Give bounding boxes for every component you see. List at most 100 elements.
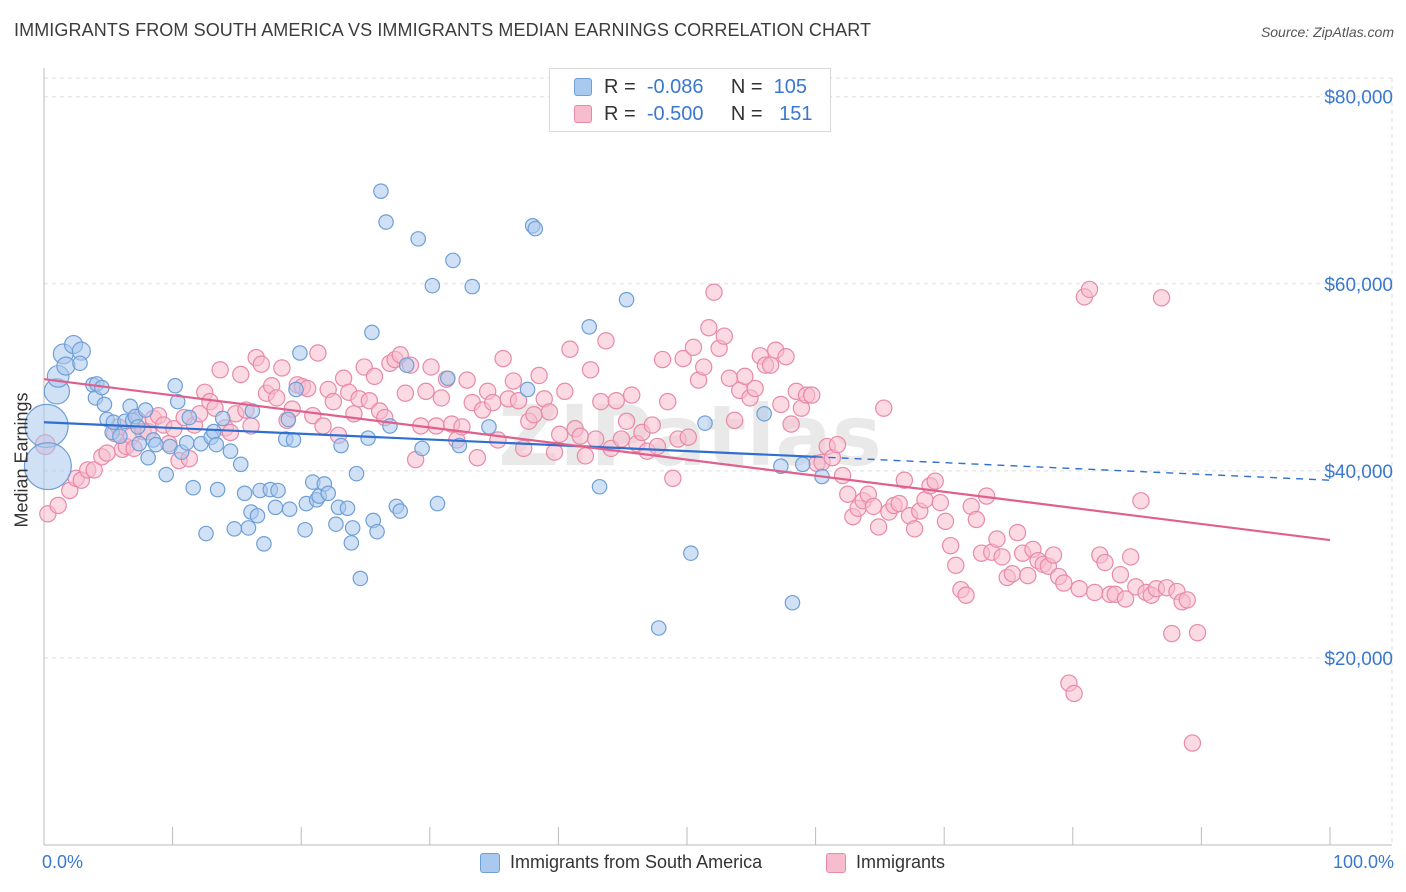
data-point-immigrants <box>988 530 1006 548</box>
series-immigrants <box>34 280 1207 752</box>
legend-n-label: N = <box>730 75 763 98</box>
data-point-immigrants <box>309 344 327 362</box>
y-tick-label: $40,000 <box>1324 462 1393 483</box>
data-point-immigrants <box>653 350 672 369</box>
data-point-south-america <box>697 415 713 431</box>
data-point-south-america <box>292 345 308 361</box>
data-point-south-america <box>56 356 76 376</box>
data-point-immigrants <box>324 392 343 411</box>
data-point-immigrants <box>268 389 286 407</box>
data-point-immigrants <box>679 428 697 446</box>
data-point-immigrants <box>49 496 67 515</box>
data-point-south-america <box>222 443 239 460</box>
data-point-immigrants <box>1044 546 1063 564</box>
data-point-south-america <box>360 430 376 446</box>
data-point-immigrants <box>1080 280 1099 299</box>
legend-r-label: R = <box>604 75 636 98</box>
legend-n-label: N = <box>730 102 763 125</box>
data-point-immigrants <box>1008 523 1027 542</box>
data-point-immigrants <box>895 471 914 489</box>
data-point-immigrants <box>221 423 240 442</box>
legend-swatch-blue <box>480 852 500 873</box>
data-point-immigrants <box>509 392 528 410</box>
data-point-immigrants <box>530 366 548 385</box>
data-point-immigrants <box>803 386 821 404</box>
data-point-immigrants <box>545 443 564 461</box>
data-point-immigrants <box>432 389 451 407</box>
data-point-south-america <box>281 501 298 518</box>
y-tick-label: $20,000 <box>1324 649 1393 670</box>
data-point-immigrants <box>761 356 780 374</box>
data-point-immigrants <box>664 469 682 488</box>
data-point-south-america <box>410 231 427 247</box>
data-point-south-america <box>181 409 198 426</box>
trend-line-immigrants <box>43 378 1331 542</box>
legend-r-value: -0.500 <box>646 102 704 125</box>
data-point-south-america <box>333 437 349 454</box>
data-point-south-america <box>618 291 635 308</box>
data-point-immigrants <box>314 417 332 435</box>
data-point-south-america <box>244 403 261 419</box>
legend-n-value: 105 <box>773 75 807 98</box>
data-point-immigrants <box>427 417 445 435</box>
data-point-immigrants <box>659 392 677 411</box>
legend-item-immigrants[interactable]: Immigrants <box>826 852 945 873</box>
data-point-south-america <box>392 503 409 519</box>
data-point-immigrants <box>98 444 116 462</box>
legend-swatch-pink <box>574 105 592 123</box>
data-point-south-america <box>208 436 225 453</box>
data-point-immigrants <box>684 338 703 357</box>
data-point-immigrants <box>967 510 986 529</box>
data-point-south-america <box>364 324 380 341</box>
x-tick-label-min: 0.0% <box>42 852 84 872</box>
data-point-south-america <box>784 594 801 611</box>
legend-swatch-pink <box>826 852 846 873</box>
data-point-south-america <box>378 214 394 230</box>
data-point-south-america <box>339 500 356 517</box>
data-point-south-america <box>140 449 156 466</box>
data-point-south-america <box>429 495 446 512</box>
chart-title: IMMIGRANTS FROM SOUTH AMERICA VS IMMIGRA… <box>14 20 872 40</box>
data-point-immigrants <box>422 358 440 376</box>
data-point-immigrants <box>597 332 615 350</box>
data-point-south-america <box>232 456 249 473</box>
data-point-south-america <box>249 507 266 524</box>
legend-item-south-america[interactable]: Immigrants from South America <box>480 852 762 873</box>
data-point-immigrants <box>833 466 852 485</box>
data-point-south-america <box>214 410 231 427</box>
correlation-legend: R = -0.086 N = 105 R = -0.500 N = 151 <box>549 68 831 132</box>
data-point-immigrants <box>864 497 883 516</box>
data-point-immigrants <box>623 386 641 404</box>
data-point-immigrants <box>1019 566 1037 585</box>
y-tick-labels: $20,000 $40,000 $60,000 $80,000 <box>1324 88 1393 670</box>
data-point-immigrants <box>1070 580 1088 598</box>
data-point-south-america <box>581 319 598 335</box>
data-point-immigrants <box>839 485 857 503</box>
data-point-immigrants <box>1111 565 1130 584</box>
data-point-immigrants <box>360 392 379 410</box>
data-point-south-america <box>167 377 183 394</box>
data-point-immigrants <box>875 399 893 417</box>
data-point-south-america <box>794 456 811 473</box>
data-point-immigrants <box>540 403 559 421</box>
legend-swatch-blue <box>574 78 592 96</box>
data-point-south-america <box>481 419 497 435</box>
data-point-south-america <box>23 442 72 491</box>
data-point-immigrants <box>576 447 595 465</box>
data-point-immigrants <box>417 382 435 401</box>
data-point-south-america <box>285 432 302 448</box>
data-point-immigrants <box>458 371 476 389</box>
data-point-immigrants <box>592 392 610 411</box>
data-point-immigrants <box>993 548 1011 566</box>
data-point-south-america <box>112 428 128 445</box>
data-point-immigrants <box>1178 591 1196 609</box>
data-point-immigrants <box>1163 624 1181 643</box>
data-point-immigrants <box>705 283 723 301</box>
data-point-south-america <box>519 381 536 398</box>
chart-source: Source: ZipAtlas.com <box>1260 24 1394 40</box>
data-point-immigrants <box>365 367 384 386</box>
y-tick-label: $80,000 <box>1324 88 1393 109</box>
data-point-south-america <box>464 278 481 295</box>
data-point-south-america <box>205 423 222 440</box>
